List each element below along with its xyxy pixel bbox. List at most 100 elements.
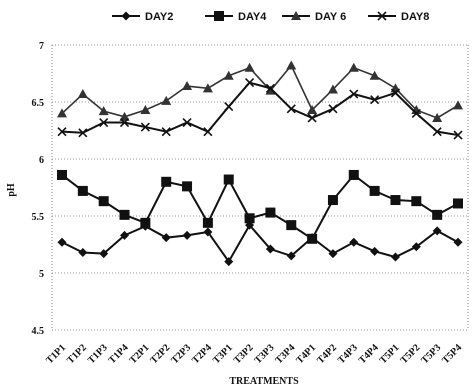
data-point bbox=[119, 209, 130, 220]
data-point bbox=[161, 176, 172, 187]
legend-label: DAY4 bbox=[238, 11, 267, 23]
data-point bbox=[432, 112, 443, 122]
data-point bbox=[432, 127, 442, 137]
data-point bbox=[307, 104, 318, 114]
data-point bbox=[265, 244, 275, 254]
data-point bbox=[161, 233, 171, 243]
y-tick-label: 4.5 bbox=[32, 326, 45, 337]
data-point bbox=[99, 117, 109, 128]
legend-item: DAY8 bbox=[368, 11, 429, 23]
y-tick-label: 7 bbox=[39, 41, 44, 52]
y-tick-label: 6 bbox=[39, 155, 44, 166]
series-day4 bbox=[57, 169, 463, 244]
data-point bbox=[390, 252, 400, 262]
data-point bbox=[349, 89, 359, 99]
data-point bbox=[432, 226, 442, 236]
data-point bbox=[120, 230, 130, 240]
y-tick-labels: 4.5 5 5.5 6 6.5 7 bbox=[32, 41, 45, 337]
x-tick-label: T5P4 bbox=[440, 342, 464, 366]
x-axis-label: TREATMENTS bbox=[229, 376, 299, 385]
data-point bbox=[411, 108, 421, 118]
data-point bbox=[203, 227, 213, 237]
data-point bbox=[328, 104, 338, 114]
y-tick-label: 5.5 bbox=[32, 212, 45, 223]
data-point bbox=[245, 78, 255, 88]
legend-label: DAY2 bbox=[145, 11, 173, 23]
data-point bbox=[453, 100, 463, 110]
legend-item: DAY4 bbox=[205, 11, 267, 23]
x-tick-label: T2P4 bbox=[190, 342, 214, 366]
data-point bbox=[57, 237, 67, 247]
series-day6 bbox=[57, 60, 463, 122]
data-point bbox=[77, 89, 88, 99]
data-point bbox=[78, 128, 88, 138]
x-tick-label: T4P3 bbox=[336, 342, 360, 366]
data-point bbox=[119, 111, 130, 121]
grid-lines bbox=[52, 44, 468, 331]
x-tick-label: T3P1 bbox=[211, 342, 235, 366]
legend: DAY2 DAY4 DAY 6 DAY8 bbox=[112, 11, 429, 23]
data-point bbox=[411, 196, 422, 207]
data-point bbox=[307, 233, 318, 244]
data-point bbox=[286, 60, 297, 70]
data-point bbox=[349, 237, 359, 247]
data-point bbox=[161, 127, 171, 137]
data-point bbox=[432, 209, 443, 220]
data-point bbox=[411, 242, 421, 252]
series-day2 bbox=[57, 220, 463, 267]
data-point bbox=[182, 230, 192, 240]
data-point bbox=[57, 169, 67, 180]
data-point bbox=[244, 62, 255, 72]
data-point bbox=[265, 207, 276, 218]
data-point bbox=[244, 213, 255, 224]
data-point bbox=[265, 85, 276, 95]
data-point bbox=[327, 84, 338, 94]
data-point bbox=[328, 249, 338, 259]
data-point bbox=[57, 127, 67, 137]
data-point bbox=[453, 130, 463, 140]
series-layer bbox=[57, 60, 463, 267]
data-point bbox=[202, 83, 213, 93]
y-tick-label: 5 bbox=[39, 269, 44, 280]
series-line bbox=[61, 173, 459, 241]
data-point bbox=[202, 217, 213, 228]
legend-label: DAY8 bbox=[401, 11, 429, 23]
x-tick-label: T5P1 bbox=[378, 342, 402, 366]
data-point bbox=[286, 251, 296, 261]
data-point bbox=[121, 11, 131, 21]
data-point bbox=[224, 101, 234, 112]
data-point bbox=[182, 117, 192, 128]
series-line bbox=[61, 81, 459, 137]
data-point bbox=[161, 95, 172, 105]
data-point bbox=[348, 169, 359, 180]
data-point bbox=[98, 196, 109, 207]
legend-item: DAY 6 bbox=[282, 11, 346, 23]
data-point bbox=[223, 70, 234, 80]
x-tick-label: T2P3 bbox=[169, 342, 193, 366]
data-point bbox=[453, 198, 463, 209]
data-point bbox=[453, 237, 463, 247]
data-point bbox=[286, 220, 297, 231]
data-point bbox=[369, 70, 380, 80]
data-point bbox=[98, 106, 109, 116]
data-point bbox=[99, 249, 109, 259]
data-point bbox=[140, 217, 151, 228]
x-tick-label: T3P2 bbox=[232, 342, 256, 366]
series-day8 bbox=[57, 78, 463, 140]
data-point bbox=[390, 195, 401, 206]
data-point bbox=[370, 95, 380, 105]
data-point bbox=[286, 104, 296, 114]
x-tick-labels: T1P1T1P2T1P3T1P4T2P1T2P2T2P3T2P4T3P1T3P2… bbox=[44, 342, 464, 366]
data-point bbox=[224, 257, 234, 267]
y-axis-label: pH bbox=[6, 183, 17, 197]
legend-label: DAY 6 bbox=[315, 11, 346, 23]
data-point bbox=[265, 83, 275, 93]
x-tick-label: T2P2 bbox=[148, 342, 172, 366]
data-point bbox=[182, 181, 193, 192]
x-tick-label: T3P4 bbox=[273, 342, 297, 366]
x-tick-label: T1P4 bbox=[107, 342, 131, 366]
x-tick-label: T5P2 bbox=[399, 342, 423, 366]
data-point bbox=[77, 185, 88, 196]
data-point bbox=[377, 11, 387, 21]
